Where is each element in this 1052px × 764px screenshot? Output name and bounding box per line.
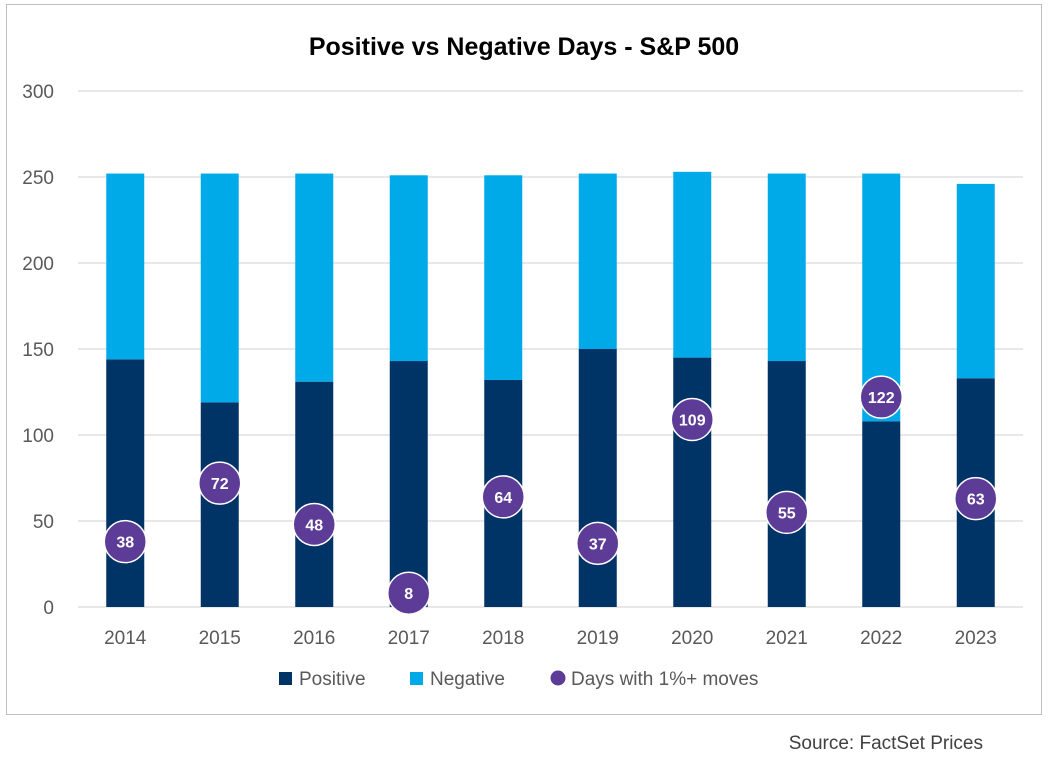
moves-marker-2015 <box>198 461 242 505</box>
bar-positive-2021 <box>767 361 806 607</box>
x-axis-tick-labels: 2014 2015 2016 2017 2018 2019 2020 2021 2022 2023 <box>104 628 997 649</box>
moves-marker-2021 <box>765 490 809 535</box>
bar-positive-2020 <box>673 357 712 607</box>
x-tick-label: 2018 <box>482 628 524 649</box>
y-tick-label: 300 <box>22 82 54 103</box>
x-tick-label: 2021 <box>766 628 808 649</box>
moves-marker-2018 <box>481 475 525 519</box>
legend-swatch-0 <box>279 672 292 685</box>
bar-negative-2016 <box>295 173 334 382</box>
moves-data-label: 63 <box>967 492 985 509</box>
moves-data-label: 48 <box>305 517 323 534</box>
moves-markers: 38 72 48 8 64 37 109 55 122 63 <box>103 375 998 615</box>
moves-data-label: 72 <box>211 476 229 493</box>
bar-positive-2022 <box>862 421 901 607</box>
y-tick-label: 250 <box>22 168 54 189</box>
bar-positive-2016 <box>295 381 334 607</box>
bar-negative-2015 <box>200 173 239 403</box>
bar-negative-2018 <box>484 175 523 380</box>
chart-title: Positive vs Negative Days - S&P 500 <box>309 33 739 61</box>
moves-data-label: 122 <box>868 390 895 407</box>
y-tick-label: 200 <box>22 254 54 275</box>
x-tick-label: 2016 <box>293 628 335 649</box>
y-tick-label: 50 <box>33 512 54 533</box>
bar-negative-2014 <box>106 173 145 360</box>
legend-label: Positive <box>299 669 366 690</box>
legend-swatch-2 <box>550 670 566 686</box>
legend-label: Days with 1%+ moves <box>571 669 758 690</box>
moves-data-label: 38 <box>116 535 134 552</box>
moves-marker-2017 <box>387 571 431 615</box>
moves-data-label: 55 <box>778 505 796 522</box>
moves-marker-2019 <box>576 521 620 566</box>
bar-negative-2017 <box>389 175 428 362</box>
x-tick-label: 2017 <box>388 628 430 649</box>
chart-frame: Positive vs Negative Days - S&P 500 0 50 1… <box>6 4 1042 715</box>
bar-positive-2019 <box>578 349 617 607</box>
moves-marker-2014 <box>103 519 147 564</box>
legend-swatch-1 <box>410 672 423 685</box>
chart-svg: Positive vs Negative Days - S&P 500 0 50 1… <box>22 33 1023 690</box>
moves-data-label: 64 <box>494 490 512 507</box>
moves-marker-2023 <box>954 476 998 521</box>
y-axis-tick-labels: 0 50 100 150 200 250 300 <box>22 82 54 619</box>
y-tick-label: 100 <box>22 426 54 447</box>
legend: Positive Negative Days with 1%+ moves <box>279 669 758 690</box>
x-tick-label: 2022 <box>860 628 902 649</box>
x-tick-label: 2014 <box>104 628 147 649</box>
y-tick-label: 0 <box>43 598 54 619</box>
bar-positive-2014 <box>106 359 145 607</box>
bar-negative-2021 <box>767 173 806 362</box>
bar-negative-2023 <box>956 183 995 379</box>
moves-marker-2020 <box>670 397 714 442</box>
moves-marker-2022 <box>859 375 903 419</box>
x-tick-label: 2023 <box>955 628 997 649</box>
source-note: Source: FactSet Prices <box>788 733 983 754</box>
x-tick-label: 2015 <box>199 628 241 649</box>
legend-label: Negative <box>430 669 505 690</box>
x-tick-label: 2019 <box>577 628 619 649</box>
bar-positive-2017 <box>389 361 428 607</box>
bar-negative-2020 <box>673 171 712 358</box>
moves-data-label: 37 <box>589 536 607 553</box>
y-tick-label: 150 <box>22 340 54 361</box>
moves-marker-2016 <box>292 502 336 547</box>
x-tick-label: 2020 <box>671 628 713 649</box>
moves-data-label: 109 <box>679 413 706 430</box>
moves-data-label: 8 <box>404 586 413 603</box>
bar-negative-2019 <box>578 173 617 349</box>
